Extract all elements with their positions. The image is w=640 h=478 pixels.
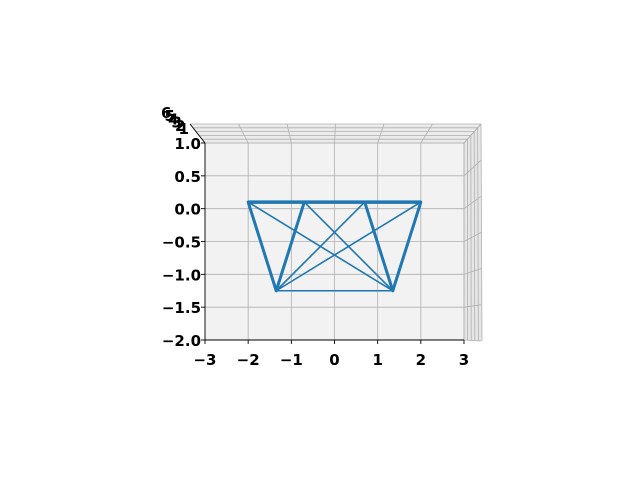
pane-right (464, 124, 482, 341)
z-tick-label-4: 2 (175, 117, 185, 135)
x-tick-label-2: −1 (280, 351, 303, 369)
x-tick-label-6: 3 (459, 351, 469, 369)
series-segment-6 (363, 200, 395, 293)
z-tick-label-1: 5 (165, 107, 175, 125)
series-segment-3 (274, 200, 306, 293)
z-tick-label-0: 6 (161, 104, 171, 122)
x-tick-label-1: −2 (237, 351, 260, 369)
series-segment-7 (391, 200, 423, 293)
grid-line-top-x-3 (334, 123, 336, 144)
grid-line-top-x-2 (286, 123, 292, 144)
y-tick-label-3: −0.5 (162, 234, 201, 252)
grid-line-right-y-0 (463, 123, 482, 144)
grid-line-top-x-5 (420, 123, 433, 144)
x-tick-label-0: −3 (193, 351, 216, 369)
grid-line-z-right-4 (477, 127, 479, 341)
y-tick-label-2: 0.0 (174, 201, 201, 219)
x-tick-label-5: 2 (416, 351, 426, 369)
y-axis: 1.0 0.5 0.0 −0.5 −1.0 −1.5 −2.0 (162, 135, 205, 350)
z-axis-line (189, 123, 206, 144)
y-tick-label-0: 1.0 (174, 135, 201, 153)
x-axis: −3 −2 −1 0 1 2 3 (193, 340, 469, 369)
series-segment-8 (275, 201, 422, 292)
y-tick-label-1: 0.5 (174, 168, 201, 186)
grid-line-right-y-1 (463, 159, 482, 177)
x-tick-label-3: 0 (329, 351, 339, 369)
grid-line-top-x-4 (377, 123, 385, 144)
z-tick-label-5: 1 (179, 120, 189, 138)
grid-line-top-x-1 (238, 123, 249, 144)
y-tick-label-4: −1.0 (162, 266, 201, 284)
grid-line-right-y-6 (463, 339, 482, 342)
z-tick-label-3: 3 (172, 114, 182, 132)
y-tick-label-5: −1.5 (162, 299, 201, 317)
series-lines (246, 200, 423, 293)
y-tick-label-6: −2.0 (162, 332, 201, 350)
series-segment-1 (246, 200, 278, 293)
z-tick-label-2: 4 (168, 110, 178, 128)
pane-top (190, 124, 481, 143)
series-segment-5 (275, 201, 366, 292)
x-tick-label-4: 1 (372, 351, 382, 369)
grid-line-z-right-3 (473, 131, 476, 341)
grid-line-z-right-5 (480, 123, 483, 342)
